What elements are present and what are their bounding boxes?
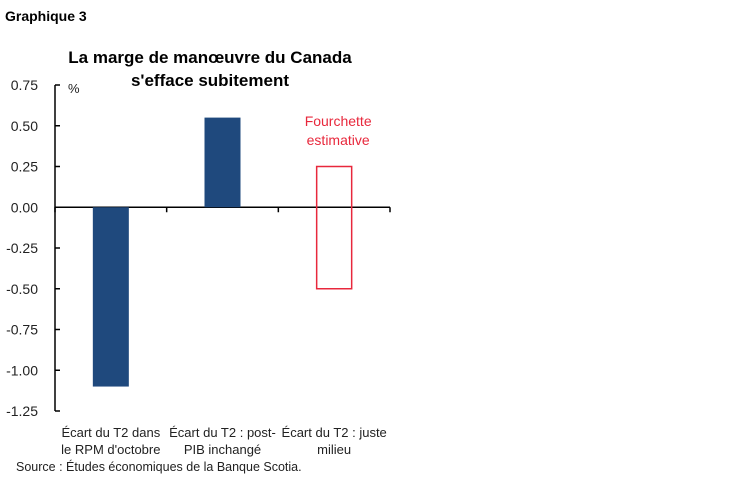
graph-label: Graphique 3 bbox=[5, 8, 87, 24]
y-tick-label: 0.75 bbox=[11, 77, 38, 93]
y-tick-label: -0.50 bbox=[6, 281, 38, 297]
bar bbox=[92, 207, 129, 387]
source-note: Source : Études économiques de la Banque… bbox=[16, 460, 302, 474]
x-tick-label: Écart du T2 : post- bbox=[169, 425, 276, 440]
chart-title-line: s'efface subitement bbox=[130, 71, 290, 90]
x-tick-label: PIB inchangé bbox=[184, 442, 261, 457]
y-tick-label: -1.25 bbox=[6, 403, 38, 419]
y-axis-unit: % bbox=[68, 81, 80, 96]
y-tick-label: 0.25 bbox=[11, 159, 38, 175]
y-tick-label: 0.00 bbox=[11, 199, 38, 215]
x-tick-label: le RPM d'octobre bbox=[61, 442, 160, 457]
range-label: estimative bbox=[307, 132, 370, 148]
y-tick-label: 0.50 bbox=[11, 118, 38, 134]
y-tick-label: -0.75 bbox=[6, 322, 38, 338]
chart-title-line: La marge de manœuvre du Canada bbox=[68, 48, 352, 67]
chart-title: La marge de manœuvre du Canada s'efface … bbox=[40, 46, 380, 92]
x-tick-label: Écart du T2 : juste bbox=[282, 425, 387, 440]
range-box bbox=[315, 165, 353, 290]
range-label: Fourchette bbox=[305, 113, 372, 129]
x-tick-label: milieu bbox=[317, 442, 351, 457]
y-tick-label: -0.25 bbox=[6, 240, 38, 256]
y-tick-label: -1.00 bbox=[6, 362, 38, 378]
x-tick-label: Écart du T2 dans bbox=[61, 425, 160, 440]
bar bbox=[204, 117, 241, 208]
